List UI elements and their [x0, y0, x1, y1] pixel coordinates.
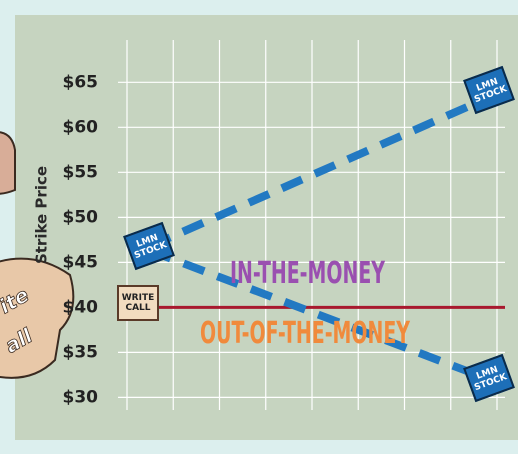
y-tick-label: $55 — [63, 162, 99, 182]
out-of-the-money: OUT-OF-THE-MONEY — [200, 316, 411, 351]
y-tick-label: $35 — [63, 342, 99, 362]
y-tick-label: $30 — [63, 387, 99, 407]
y-tick-label: $65 — [63, 72, 99, 92]
y-tick-label: $50 — [63, 207, 99, 227]
page: Strike Price $30 $35 $40 $45 $50 $55 $60 $65 IN-… — [0, 0, 518, 454]
y-tick-label: $60 — [63, 117, 99, 137]
y-tick-label: $40 — [63, 297, 99, 317]
in-the-money: IN-THE-MONEY — [230, 256, 386, 291]
y-tick-label: $45 — [63, 252, 99, 272]
bubble-shape — [0, 132, 15, 194]
y-axis-label: Strike Price — [33, 166, 51, 264]
write-call-tag: WRITE CALL — [117, 285, 159, 321]
chart: Strike Price $30 $35 $40 $45 $50 $55 $60 $65 IN-… — [0, 0, 518, 454]
